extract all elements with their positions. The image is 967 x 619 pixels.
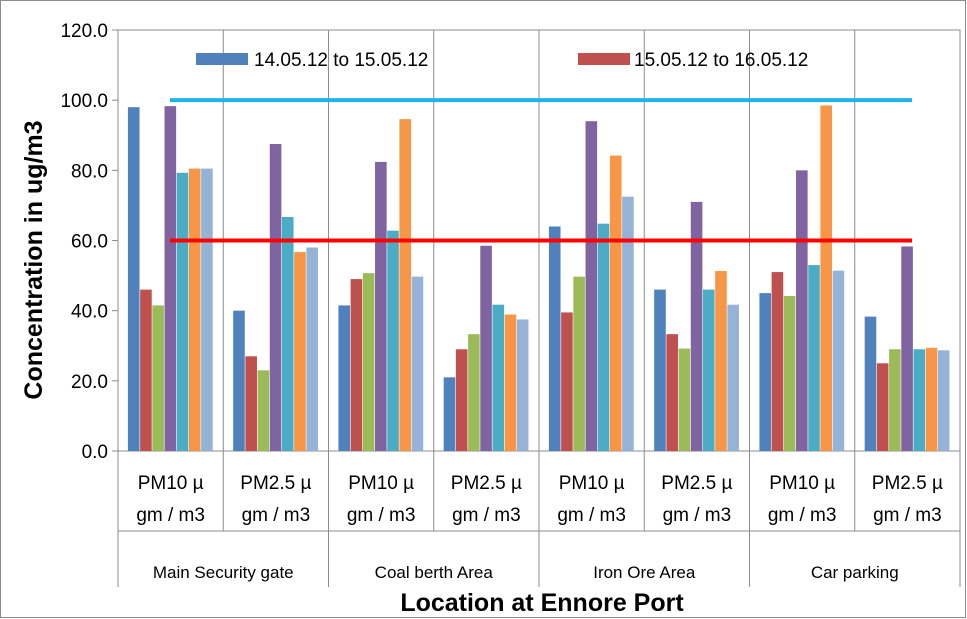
bar	[516, 319, 529, 451]
legend-swatch	[578, 53, 630, 65]
legend-swatch	[196, 53, 248, 65]
bar	[597, 223, 610, 451]
y-tick-label: 0.0	[82, 442, 108, 463]
bar	[622, 196, 634, 451]
category-label-line1: PM10 µ	[559, 473, 625, 494]
bar	[399, 119, 412, 451]
category-label-line1: PM10 µ	[138, 473, 204, 494]
bar	[609, 155, 622, 451]
y-tick-label: 80.0	[71, 161, 108, 182]
y-tick-label: 60.0	[71, 232, 108, 253]
legend: 14.05.12 to 15.05.12 15.05.12 to 16.05.12	[196, 50, 808, 71]
category-label-line1: PM10 µ	[348, 473, 414, 494]
y-tick-label: 120.0	[60, 21, 108, 42]
bar	[443, 377, 456, 451]
bar	[727, 304, 739, 451]
bar	[796, 170, 808, 452]
bar	[901, 246, 913, 451]
category-label-line2: gm / m3	[347, 505, 416, 526]
bar	[468, 334, 480, 451]
bar	[678, 348, 691, 451]
bar	[561, 312, 573, 451]
bar	[690, 201, 703, 451]
bar	[245, 356, 257, 451]
bar	[937, 350, 950, 451]
category-label-line2: gm / m3	[768, 505, 837, 526]
bar	[808, 265, 820, 451]
bar	[164, 106, 177, 452]
y-axis: 0.0 20.0 40.0 60.0 80.0 100.0 120.0	[60, 21, 118, 463]
category-label-line1: PM2.5 µ	[240, 473, 311, 494]
bar	[455, 349, 468, 451]
bar	[176, 172, 189, 451]
bar	[188, 168, 201, 451]
bar	[573, 276, 585, 451]
y-axis-title: Concentration in ug/m3	[20, 120, 48, 399]
bar	[281, 216, 294, 451]
bar	[269, 144, 282, 452]
bar	[375, 161, 387, 451]
bar	[820, 105, 833, 451]
y-tick-label: 40.0	[71, 302, 108, 323]
bar	[759, 293, 772, 451]
category-label-line2: gm / m3	[663, 505, 732, 526]
bar	[702, 289, 715, 451]
bar	[127, 107, 140, 451]
group-label: Car parking	[811, 563, 899, 582]
bar	[876, 363, 889, 451]
bar	[715, 271, 727, 451]
y-tick-label: 100.0	[60, 91, 108, 112]
category-label-line2: gm / m3	[452, 505, 521, 526]
category-label-line2: gm / m3	[557, 505, 626, 526]
bar	[492, 304, 505, 451]
bar	[666, 334, 678, 451]
category-label-line1: PM2.5 µ	[661, 473, 732, 494]
legend-label: 14.05.12 to 15.05.12	[254, 50, 428, 71]
bar	[585, 121, 598, 451]
bar	[338, 305, 351, 451]
category-label-line2: gm / m3	[242, 505, 311, 526]
bars	[127, 105, 950, 452]
legend-label: 15.05.12 to 16.05.12	[634, 50, 808, 71]
bar	[233, 310, 245, 451]
x-axis-title: Location at Ennore Port	[400, 589, 684, 617]
bar	[925, 347, 938, 451]
bar	[548, 226, 561, 451]
x-axis: PM10 µ gm / m3 PM2.5 µ gm / m3 PM10 µ gm / m3…	[117, 451, 961, 587]
category-label-line1: PM10 µ	[769, 473, 835, 494]
category-label-line2: gm / m3	[136, 505, 205, 526]
bar	[411, 276, 424, 451]
bar	[654, 289, 666, 451]
bar	[864, 316, 877, 451]
group-label: Iron Ore Area	[593, 563, 696, 582]
category-label-line1: PM2.5 µ	[451, 473, 522, 494]
y-tick-label: 20.0	[71, 372, 108, 393]
bar	[362, 273, 375, 451]
bar	[504, 314, 517, 451]
reference-lines	[170, 98, 912, 243]
bar	[771, 272, 784, 451]
category-label-line2: gm / m3	[873, 505, 942, 526]
bar	[350, 279, 363, 451]
bar	[306, 247, 318, 451]
bar	[387, 230, 399, 451]
bar	[140, 289, 152, 451]
bar	[257, 370, 270, 451]
bar	[783, 295, 796, 451]
bar	[480, 245, 492, 451]
bar	[913, 349, 926, 451]
bar	[152, 305, 164, 451]
group-label: Main Security gate	[153, 563, 294, 582]
group-label: Coal berth Area	[375, 563, 494, 582]
bar	[201, 168, 213, 451]
category-label-line1: PM2.5 µ	[872, 473, 943, 494]
bar	[294, 252, 306, 451]
bar	[889, 349, 901, 451]
bar	[832, 270, 845, 451]
